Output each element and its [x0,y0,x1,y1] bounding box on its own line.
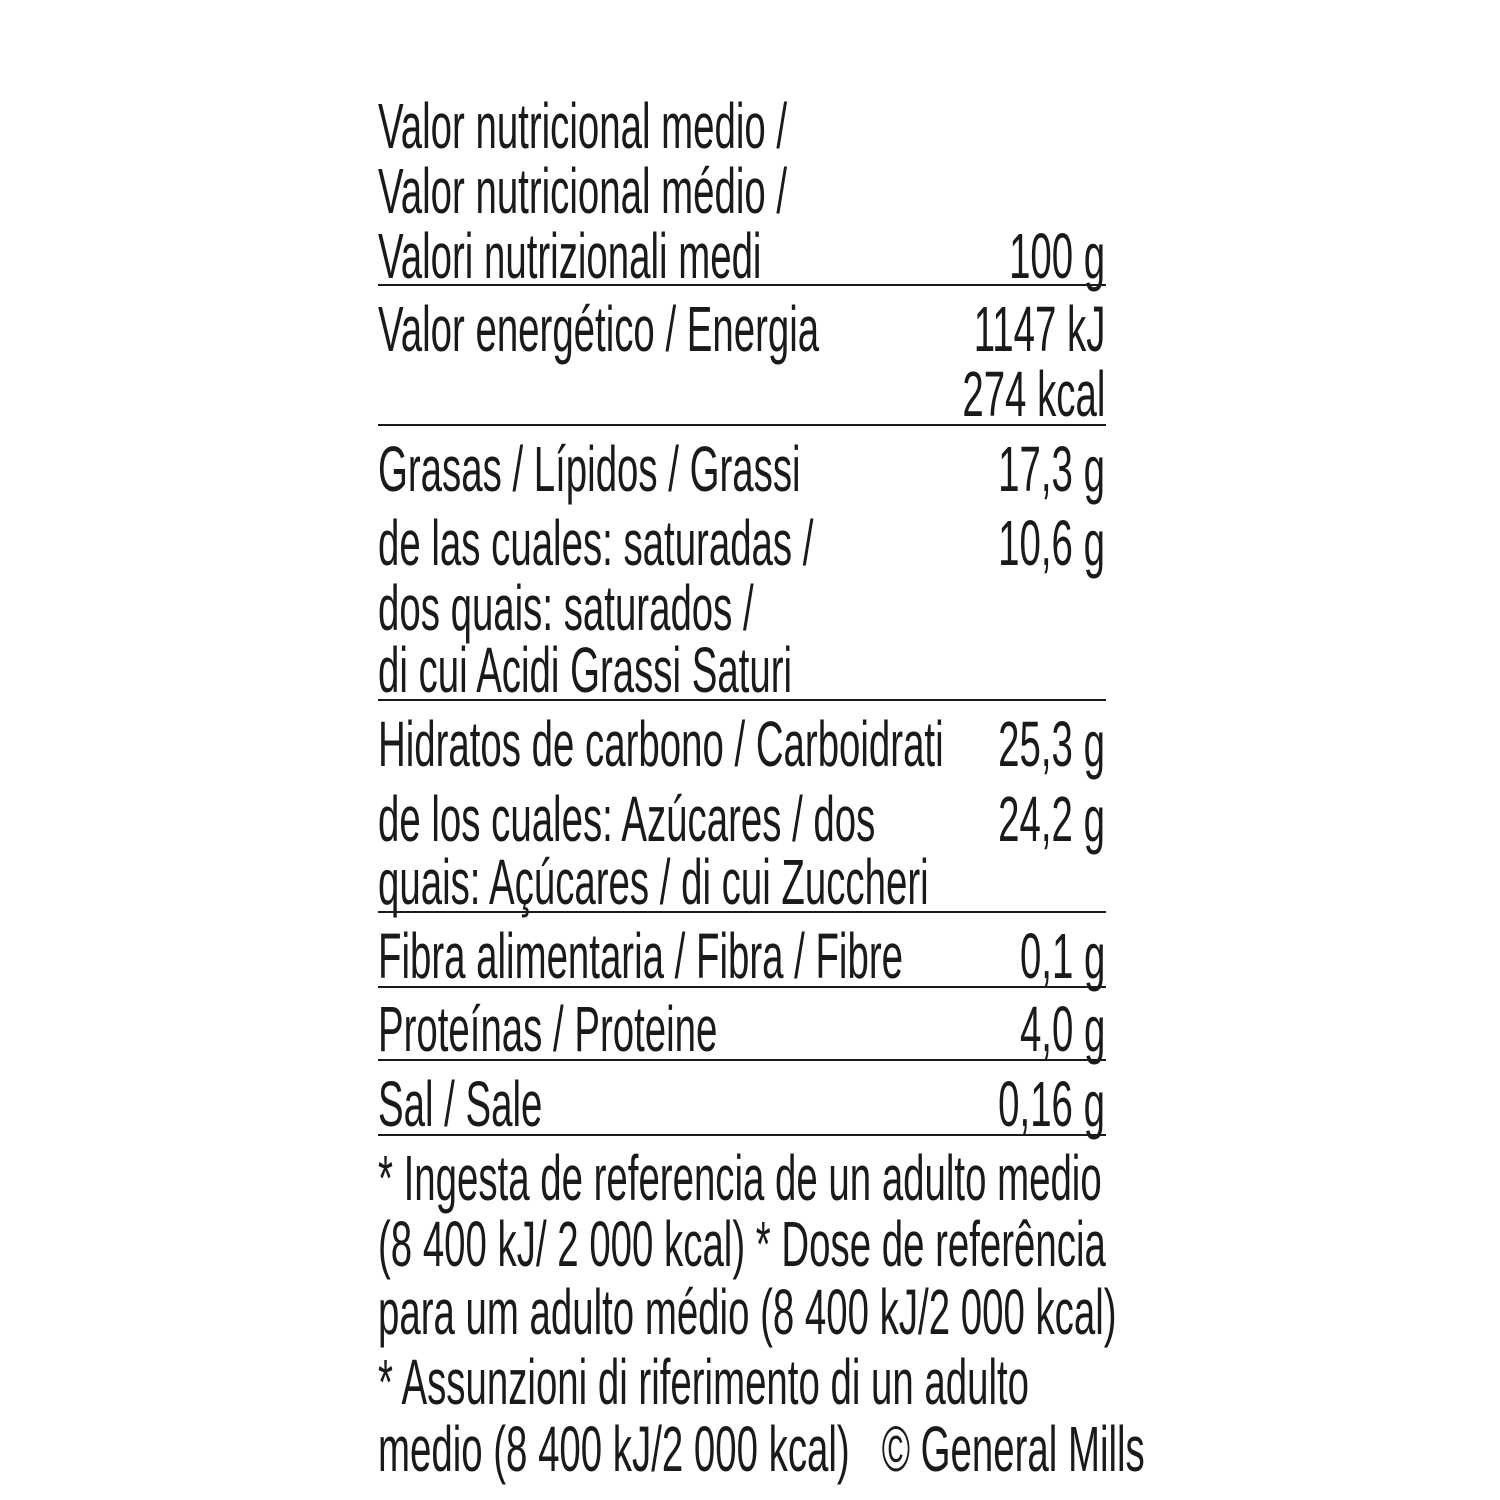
footnote-line-3: para um adulto médio (8 400 kJ/2 000 kca… [378,1276,1117,1348]
divider [378,986,1106,988]
fat-value: 17,3 g [998,433,1105,505]
carbs-label: Hidratos de carbono / Carboidrati [378,708,944,780]
fibre-label: Fibra alimentaria / Fibra / Fibre [378,920,903,992]
saturates-line-2: dos quais: saturados / [378,572,754,644]
divider [378,284,1106,286]
header-line-2: Valor nutricional médio / [378,155,788,227]
salt-value: 0,16 g [998,1068,1105,1140]
footnote-line-4: * Assunzioni di riferimento di un adulto [378,1346,1030,1418]
divider [378,424,1106,426]
divider [378,1134,1106,1136]
energy-kcal: 274 kcal [961,358,1105,430]
divider [378,699,1106,701]
sugars-line-1: de los cuales: Azúcares / dos [378,783,876,855]
footnote-line-2: (8 400 kJ/ 2 000 kcal) * Dose de referên… [378,1208,1106,1280]
header-line-1: Valor nutricional medio / [378,90,788,162]
protein-label: Proteínas / Proteine [378,993,718,1065]
sugars-value: 24,2 g [998,783,1105,855]
energy-label: Valor energético / Energia [378,293,820,365]
saturates-line-1: de las cuales: saturadas / [378,507,814,579]
header-per-100g: 100 g [1008,220,1105,292]
sugars-line-2: quais: Açúcares / di cui Zuccheri [378,846,929,918]
saturates-line-3: di cui Acidi Grassi Saturi [378,634,793,706]
energy-kj: 1147 kJ [973,293,1105,365]
footnote-line-5: medio (8 400 kJ/2 000 kcal) © General Mi… [378,1413,1145,1485]
header-line-3: Valori nutrizionali medi [378,220,762,292]
fibre-value: 0,1 g [1019,920,1105,992]
salt-label: Sal / Sale [378,1068,543,1140]
footnote-line-1: * Ingesta de referencia de un adulto med… [378,1142,1102,1214]
fat-label: Grasas / Lípidos / Grassi [378,433,801,505]
divider [378,911,1106,913]
saturates-value: 10,6 g [998,507,1105,579]
carbs-value: 25,3 g [998,708,1105,780]
protein-value: 4,0 g [1019,993,1105,1065]
divider [378,1059,1106,1061]
